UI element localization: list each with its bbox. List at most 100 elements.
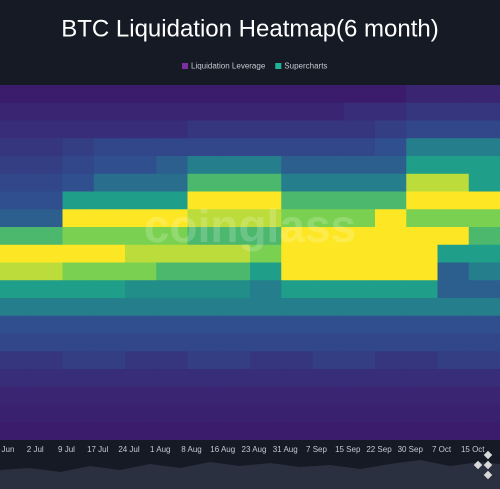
heat-cell [281,369,313,388]
heat-cell [406,386,438,405]
heat-cell [312,138,345,157]
heat-cell [375,244,407,263]
heat-cell [62,227,95,246]
heat-cell [156,244,188,263]
heat-cell [156,422,188,441]
heat-cell [343,351,376,370]
heat-cell [281,262,313,281]
heat-cell [468,227,500,246]
heat-cell [31,191,63,210]
heat-cell [281,138,313,157]
heat-cell [468,138,500,157]
heat-cell [0,315,32,334]
heat-cell [437,244,470,263]
heat-cell [406,85,438,104]
heat-cell [93,280,126,299]
heat-cell [187,404,220,423]
heat-cell [62,173,95,192]
heat-cell [0,386,32,405]
heat-cell [343,102,376,121]
heat-cell [437,422,470,441]
heat-cell [125,422,157,441]
watermark: coinglass [144,200,356,252]
heat-cell [437,173,470,192]
heat-cell [375,315,407,334]
heat-cell [468,85,500,104]
heat-cell [93,333,126,352]
heat-cell [468,333,500,352]
heat-cell [156,333,188,352]
heat-cell [187,244,220,263]
heat-cell [0,138,32,157]
heat-cell [0,422,32,441]
heat-cell [406,351,438,370]
heat-cell [375,333,407,352]
heat-cell [406,315,438,334]
heat-cell [437,315,470,334]
heat-cell [218,333,251,352]
heat-cell [406,102,438,121]
heat-cell [187,138,220,157]
heat-cell [187,173,220,192]
heat-cell [312,244,345,263]
heat-cell [31,333,63,352]
heat-cell [468,351,500,370]
heat-cell [250,333,282,352]
heat-cell [156,85,188,104]
heat-cell [156,173,188,192]
heat-cell [281,404,313,423]
heat-cell [468,209,500,228]
heat-cell [437,227,470,246]
heat-cell [437,280,470,299]
heat-cell [468,191,500,210]
heat-cell [468,369,500,388]
heat-cell [375,102,407,121]
heat-cell [31,369,63,388]
heat-cell [93,422,126,441]
heat-cell [93,138,126,157]
heat-cell [375,191,407,210]
heat-cell [93,298,126,317]
heat-cell [187,102,220,121]
heat-cell [437,404,470,423]
heat-cell [125,298,157,317]
heat-cell [125,173,157,192]
heat-cell [93,156,126,175]
heat-cell [0,209,32,228]
heat-cell [31,173,63,192]
heat-cell [375,262,407,281]
heat-cell [218,102,251,121]
heat-cell [281,244,313,263]
heat-cell [312,404,345,423]
x-tick-label: 8 Aug [181,445,201,454]
heat-cell [375,120,407,139]
heat-cell [312,102,345,121]
heat-cell [0,262,32,281]
heat-cell [218,262,251,281]
x-tick-label: 22 Sep [366,445,392,454]
heat-cell [406,156,438,175]
heat-cell [125,209,157,228]
heat-cell [218,298,251,317]
heat-cell [375,298,407,317]
heat-cell [406,191,438,210]
heat-cell [250,120,282,139]
heat-cell [281,191,313,210]
heat-cell [250,209,282,228]
heat-cell [218,191,251,210]
heat-cell [187,156,220,175]
heat-cell [93,85,126,104]
legend-label: Supercharts [284,62,327,71]
heat-cell [281,120,313,139]
heat-cell [343,386,376,405]
heat-cell [156,298,188,317]
heat-cell [125,244,157,263]
heat-cell [343,369,376,388]
heat-cell [312,280,345,299]
heat-cell [187,351,220,370]
heat-cell [312,298,345,317]
heat-cell [31,244,63,263]
heat-cell [125,369,157,388]
heat-cell [375,422,407,441]
